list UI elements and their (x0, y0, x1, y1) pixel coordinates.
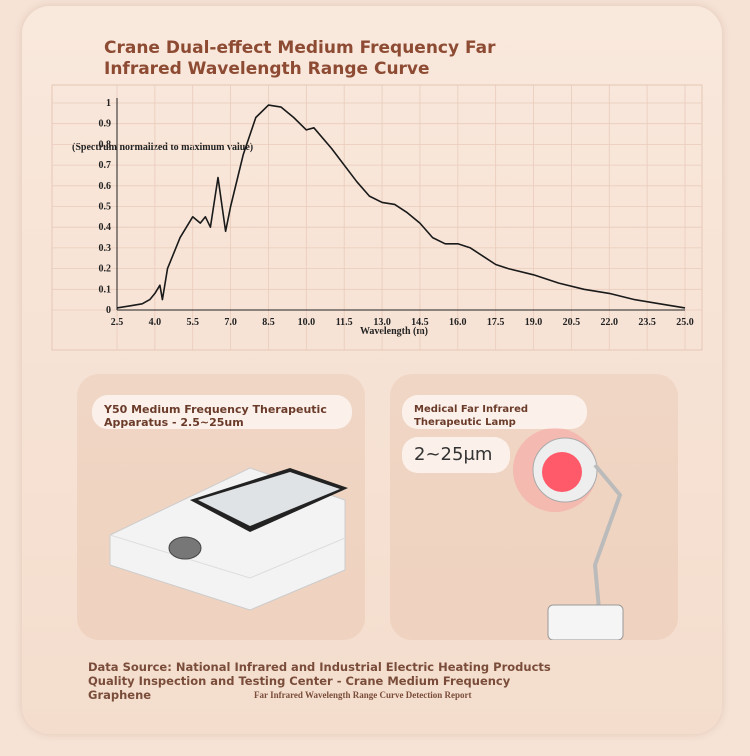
plot-frame (51, 84, 703, 351)
y-tick-label: 0.2 (99, 264, 112, 275)
panel-label: Medical Far Infrared Therapeutic Lamp (402, 395, 587, 429)
y-tick-label: 0.1 (99, 284, 112, 295)
y-tick-label: 0.4 (99, 222, 112, 233)
panel-badge: 2~25μm (402, 437, 510, 473)
report-note: Far Infrared Wavelength Range Curve Dete… (254, 690, 472, 700)
x-tick-label: 22.0 (601, 317, 619, 328)
chart: (Spectrum normalized to maximum value) W… (51, 84, 703, 351)
x-axis-label: Wavelength (m) (360, 326, 428, 337)
x-tick-label: 13.0 (373, 317, 391, 328)
y-tick-label: 0.6 (99, 181, 112, 192)
x-tick-label: 14.5 (411, 317, 429, 328)
x-tick-label: 23.5 (638, 317, 656, 328)
x-tick-label: 11.5 (336, 317, 353, 328)
data-line (116, 104, 686, 309)
x-tick-label: 8.5 (262, 317, 275, 328)
x-tick-label: 5.5 (186, 317, 199, 328)
x-tick-label: 25.0 (676, 317, 694, 328)
y-axis-label: (Spectrum normalized to maximum value) (72, 142, 253, 153)
panel-label: Y50 Medium Frequency Therapeutic Apparat… (92, 395, 352, 429)
x-tick-label: 7.0 (224, 317, 237, 328)
chart-title: Crane Dual-effect Medium Frequency Far I… (104, 38, 496, 79)
x-tick-label: 10.0 (298, 317, 316, 328)
x-tick-label: 2.5 (111, 317, 124, 328)
x-tick-label: 16.0 (449, 317, 467, 328)
device-illustration (109, 467, 348, 611)
y-tick-label: 0 (106, 305, 111, 316)
y-tick-label: 0.3 (99, 243, 112, 254)
x-tick-label: 19.0 (525, 317, 543, 328)
y-tick-label: 0.7 (99, 160, 112, 171)
x-tick-label: 20.5 (563, 317, 581, 328)
y-tick-label: 0.5 (99, 202, 112, 213)
y-tick-label: 1 (106, 98, 111, 109)
x-tick-label: 4.0 (149, 317, 162, 328)
y-tick-label: 0.9 (99, 119, 112, 130)
x-tick-label: 17.5 (487, 317, 505, 328)
lamp-illustration (513, 428, 624, 640)
source-note: Data Source: National Infrared and Indus… (88, 660, 551, 702)
y-tick-label: 0.8 (99, 139, 112, 150)
